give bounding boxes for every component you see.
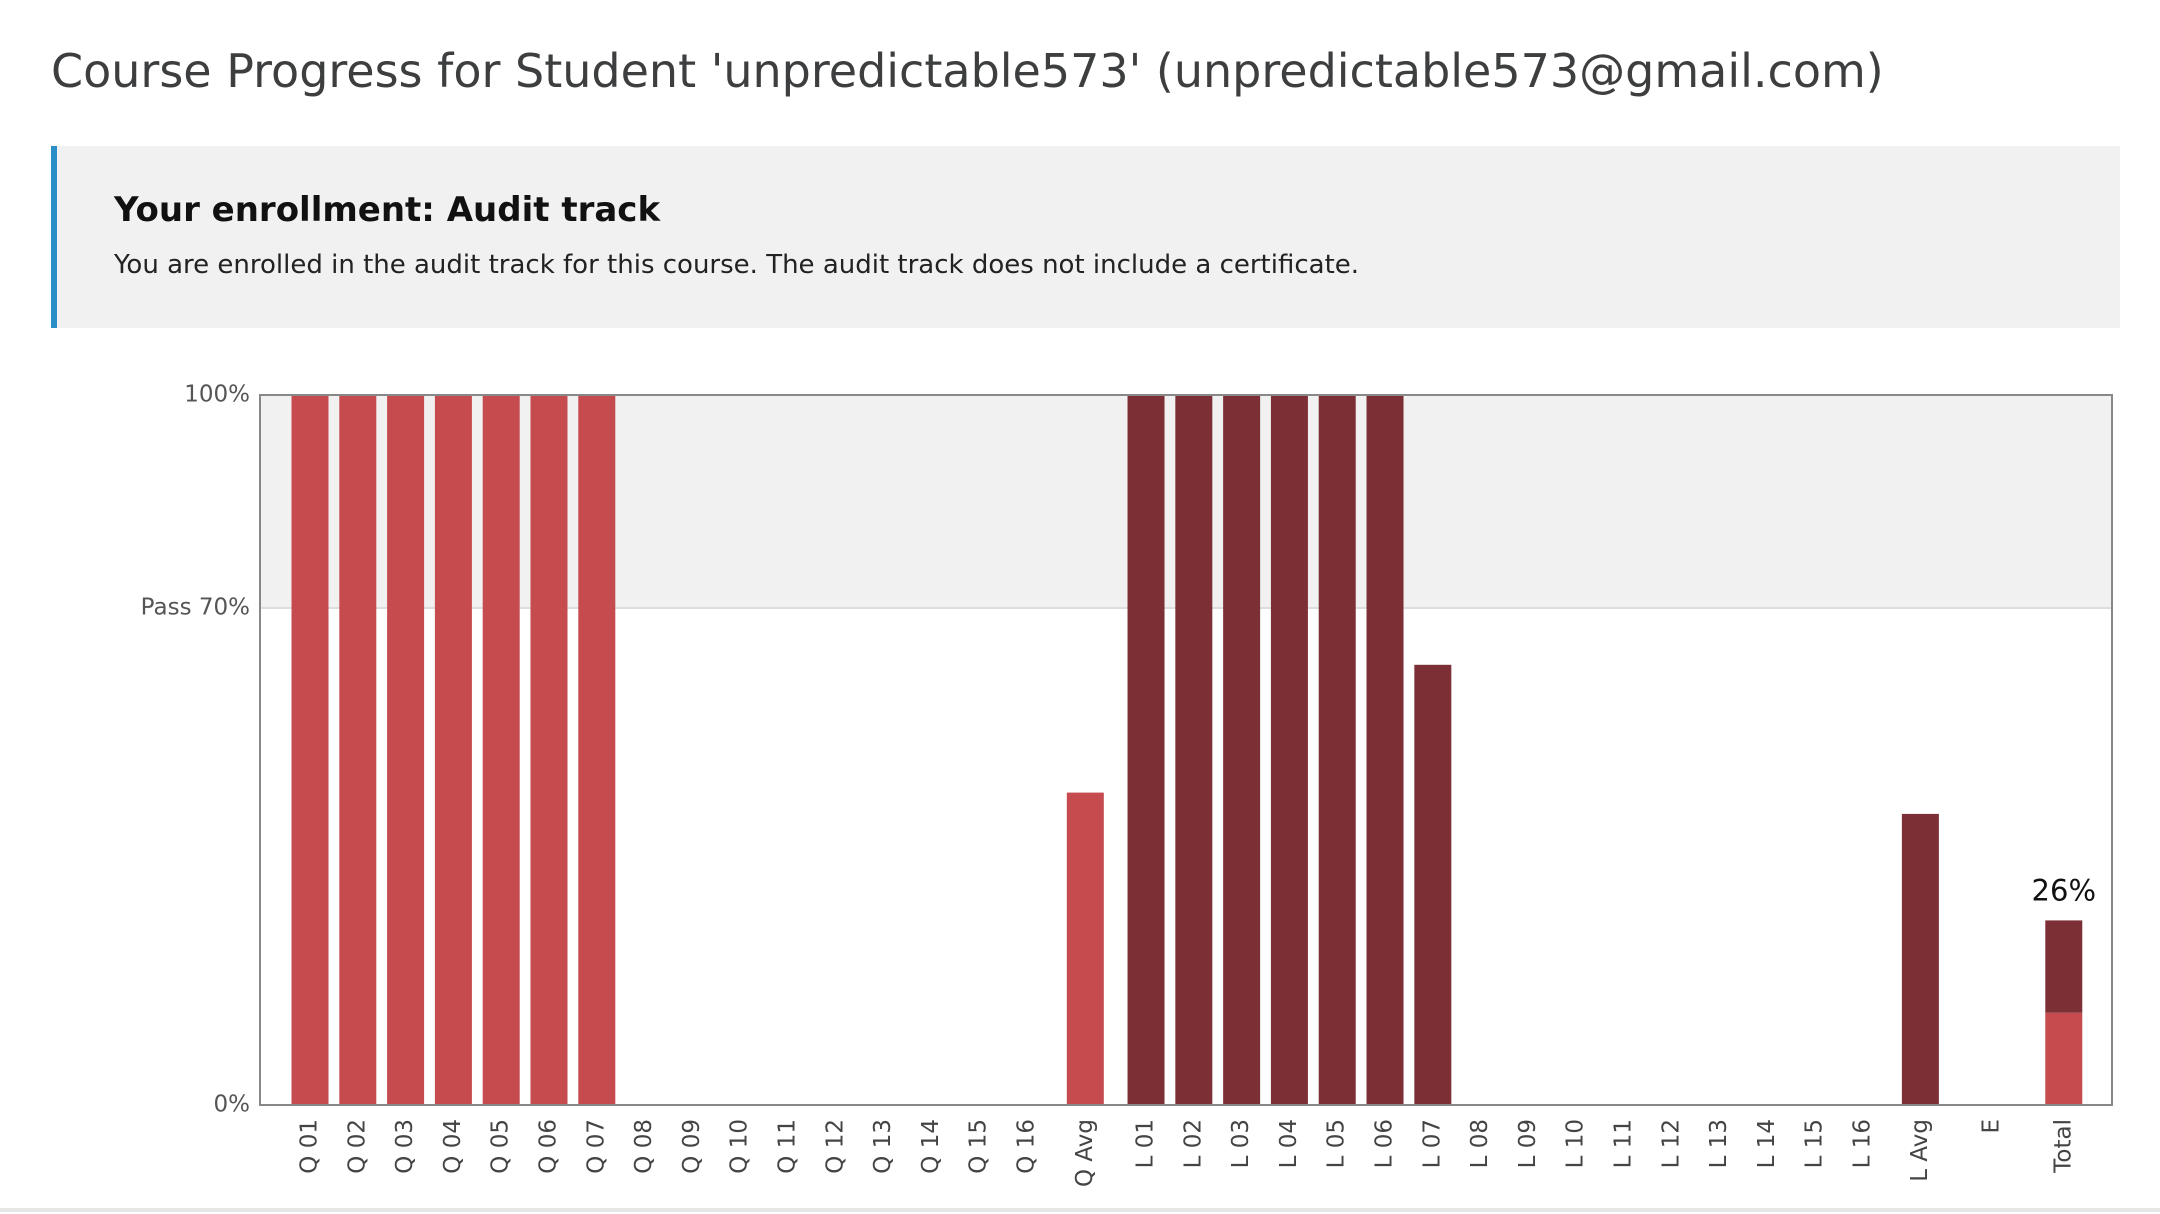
x-tick-label: Q 03 <box>392 1119 418 1174</box>
x-tick-label: L 14 <box>1754 1119 1780 1168</box>
total-segment <box>2045 1012 2083 1105</box>
x-tick-label: L 07 <box>1419 1119 1445 1168</box>
bar <box>530 395 568 1105</box>
x-tick-label: L 16 <box>1850 1119 1876 1168</box>
x-tick-label: Q 16 <box>1014 1119 1040 1174</box>
x-tick-label: Q 12 <box>822 1119 848 1174</box>
x-tick-label: L 06 <box>1372 1119 1398 1168</box>
bar <box>1901 813 1939 1105</box>
bar <box>1223 395 1261 1105</box>
x-tick-label: L 08 <box>1467 1119 1493 1168</box>
x-tick-label: L 03 <box>1228 1119 1254 1168</box>
x-tick-label: Q 01 <box>297 1119 323 1174</box>
x-tick-label: Q 09 <box>679 1119 705 1174</box>
bottom-shadow <box>0 1208 2160 1212</box>
x-tick-label: Q 04 <box>440 1119 466 1174</box>
x-tick-label: L 05 <box>1324 1119 1350 1168</box>
bar <box>1175 395 1213 1105</box>
x-tick-label: L 09 <box>1515 1119 1541 1168</box>
x-tick-label: L 04 <box>1276 1119 1302 1168</box>
bar <box>434 395 472 1105</box>
x-tick-label: L Avg <box>1907 1119 1933 1182</box>
x-tick-label: Q 08 <box>631 1119 657 1174</box>
x-tick-label: Q 15 <box>966 1119 992 1174</box>
x-tick-label: Q 14 <box>918 1119 944 1174</box>
x-tick-label: Q 11 <box>775 1119 801 1174</box>
x-tick-label: Q Avg <box>1072 1119 1098 1187</box>
x-tick-label: Q 07 <box>583 1119 609 1174</box>
bar <box>387 395 425 1105</box>
x-tick-label: E <box>1979 1119 2005 1134</box>
bar <box>578 395 616 1105</box>
x-tick-label: Q 13 <box>870 1119 896 1174</box>
x-tick-label: Q 10 <box>727 1119 753 1174</box>
page-title: Course Progress for Student 'unpredictab… <box>51 44 1884 98</box>
banner-text: You are enrolled in the audit track for … <box>114 250 1360 280</box>
enrollment-banner: Your enrollment: Audit track You are enr… <box>51 146 2120 328</box>
total-segment <box>2045 920 2083 1013</box>
bar <box>1414 664 1452 1105</box>
x-tick-label: L 02 <box>1180 1119 1206 1168</box>
x-tick-label: L 11 <box>1611 1119 1637 1168</box>
bar <box>1270 395 1308 1105</box>
bar <box>1366 395 1404 1105</box>
x-tick-label: Q 05 <box>488 1119 514 1174</box>
y-tick-label: Pass 70% <box>141 595 250 621</box>
bar <box>1066 792 1104 1105</box>
total-value-label: 26% <box>2032 873 2096 907</box>
x-tick-label: Q 06 <box>536 1119 562 1174</box>
x-tick-label: L 13 <box>1706 1119 1732 1168</box>
y-tick-label: 100% <box>184 382 250 408</box>
bar <box>291 395 329 1105</box>
x-tick-label: Total <box>2050 1119 2076 1174</box>
bar <box>482 395 520 1105</box>
banner-title: Your enrollment: Audit track <box>114 190 661 230</box>
bar <box>1318 395 1356 1105</box>
plot-border <box>259 394 2113 1106</box>
x-tick-label: L 01 <box>1133 1119 1159 1168</box>
x-tick-label: L 10 <box>1563 1119 1589 1168</box>
x-tick-label: Q 02 <box>344 1119 370 1174</box>
bar <box>339 395 377 1105</box>
y-tick-label: 0% <box>214 1092 251 1118</box>
x-tick-label: L 12 <box>1658 1119 1684 1168</box>
bar <box>1127 395 1165 1105</box>
x-tick-label: L 15 <box>1802 1119 1828 1168</box>
